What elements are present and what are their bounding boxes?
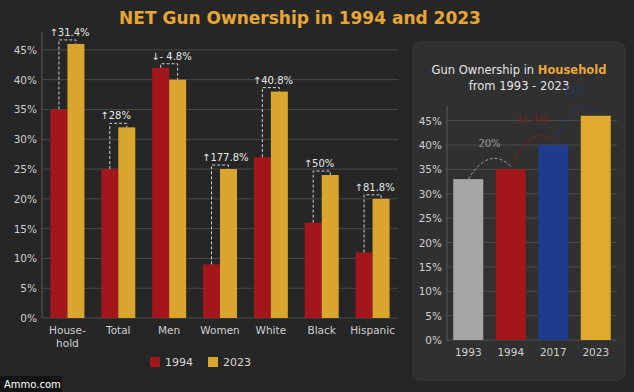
legend-swatch bbox=[150, 357, 160, 367]
background bbox=[0, 0, 634, 392]
x-tick-label: Total bbox=[105, 324, 131, 336]
y-tick-label: 15% bbox=[419, 261, 442, 273]
grid-line bbox=[42, 49, 398, 50]
annotation: ↑31.4% bbox=[49, 27, 89, 38]
y-tick-label: 25% bbox=[419, 212, 442, 224]
annotation: ↑177.8% bbox=[202, 152, 249, 163]
annotation-connector bbox=[262, 88, 279, 158]
y-tick-label: 20% bbox=[419, 237, 442, 249]
bar bbox=[453, 179, 483, 340]
bar bbox=[169, 80, 186, 318]
bars bbox=[453, 116, 611, 340]
annotation: ↓- 4.8% bbox=[151, 51, 192, 62]
bar bbox=[271, 92, 288, 318]
label-line: House- bbox=[49, 324, 86, 336]
y-tick-label: 30% bbox=[419, 188, 442, 200]
legend-label: 1994 bbox=[165, 356, 193, 369]
x-tick-label: Men bbox=[158, 324, 180, 336]
x-tick-label: White bbox=[256, 324, 287, 336]
y-tick-label: 30% bbox=[14, 133, 37, 145]
chart-root: NET Gun Ownership in 1994 and 2023 0% 5% 10… bbox=[0, 0, 634, 392]
bar bbox=[50, 109, 67, 318]
bar bbox=[581, 116, 611, 340]
bar bbox=[373, 199, 390, 318]
label-line: hold bbox=[56, 337, 79, 349]
bar bbox=[322, 175, 339, 318]
inset-title: Gun Ownership in Household bbox=[432, 63, 607, 77]
y-tick-label: 0% bbox=[425, 334, 442, 346]
legend-label: 2023 bbox=[223, 356, 251, 369]
grid-line bbox=[42, 109, 398, 110]
y-tick-label: 10% bbox=[419, 285, 442, 297]
x-tick-label: Black bbox=[308, 324, 337, 336]
annotation-connector bbox=[511, 136, 554, 170]
annotation: ↑28% bbox=[100, 110, 131, 121]
y-tick-label: 45% bbox=[14, 44, 37, 56]
y-tick-label: 35% bbox=[419, 163, 442, 175]
annotation-connector bbox=[110, 123, 127, 169]
bar bbox=[496, 169, 526, 340]
y-tick-label: 35% bbox=[14, 103, 37, 115]
title: NET Gun Ownership in 1994 and 2023 bbox=[119, 8, 481, 28]
x-tick-label: House-hold bbox=[49, 324, 86, 349]
bar bbox=[152, 68, 169, 318]
annotation-connector bbox=[364, 195, 381, 253]
y-tick-label: 40% bbox=[419, 139, 442, 151]
inset-subtitle: from 1993 - 2023 bbox=[469, 79, 569, 93]
legend-swatch bbox=[208, 357, 218, 367]
source: Ammo.com bbox=[4, 379, 61, 390]
grid-line bbox=[42, 79, 398, 80]
annotation-connector bbox=[468, 158, 511, 179]
annotation-connector bbox=[212, 165, 229, 264]
annotation: 20% bbox=[478, 138, 500, 149]
y-tick-label: 20% bbox=[14, 193, 37, 205]
bar bbox=[254, 157, 271, 318]
annotation: 31.4% bbox=[516, 114, 548, 125]
x-tick-label: Hispanic bbox=[350, 324, 395, 336]
annotation: 15% bbox=[563, 85, 585, 96]
y-tick-label: 5% bbox=[425, 310, 442, 322]
y-tick-label: 0% bbox=[20, 312, 37, 324]
title-part: Gun Ownership in bbox=[432, 63, 538, 77]
bar bbox=[203, 264, 220, 318]
bars bbox=[50, 44, 389, 318]
y-tick-label: 15% bbox=[14, 223, 37, 235]
y-axis-line bbox=[42, 32, 43, 318]
bar bbox=[220, 169, 237, 318]
y-tick-label: 45% bbox=[419, 115, 442, 127]
annotation-connector bbox=[161, 64, 178, 80]
annotation-connector bbox=[59, 40, 76, 110]
inset-panel bbox=[413, 42, 625, 380]
x-tick-label: 1994 bbox=[497, 346, 524, 358]
bar bbox=[67, 44, 84, 318]
annotation-connector bbox=[553, 107, 596, 145]
annotation-connector bbox=[313, 171, 330, 223]
annotation: ↑81.8% bbox=[355, 182, 395, 193]
y-tick-label: 5% bbox=[20, 282, 37, 294]
annotation: ↑50% bbox=[304, 158, 335, 169]
bar bbox=[538, 145, 568, 340]
y-tick-label: 40% bbox=[14, 74, 37, 86]
annotation: ↑40.8% bbox=[253, 75, 293, 86]
x-tick-label: 2017 bbox=[540, 346, 567, 358]
bar bbox=[118, 127, 135, 318]
source-box bbox=[0, 376, 62, 392]
grid-line bbox=[42, 139, 398, 140]
y-tick-label: 10% bbox=[14, 252, 37, 264]
x-tick-label: 1993 bbox=[455, 346, 482, 358]
y-axis-line bbox=[447, 106, 448, 340]
bar bbox=[101, 169, 118, 318]
x-tick-label: 2023 bbox=[582, 346, 609, 358]
y-tick-label: 25% bbox=[14, 163, 37, 175]
bar bbox=[305, 223, 322, 318]
title-part: Household bbox=[538, 63, 607, 77]
bar bbox=[356, 252, 373, 318]
x-tick-label: Women bbox=[200, 324, 240, 336]
